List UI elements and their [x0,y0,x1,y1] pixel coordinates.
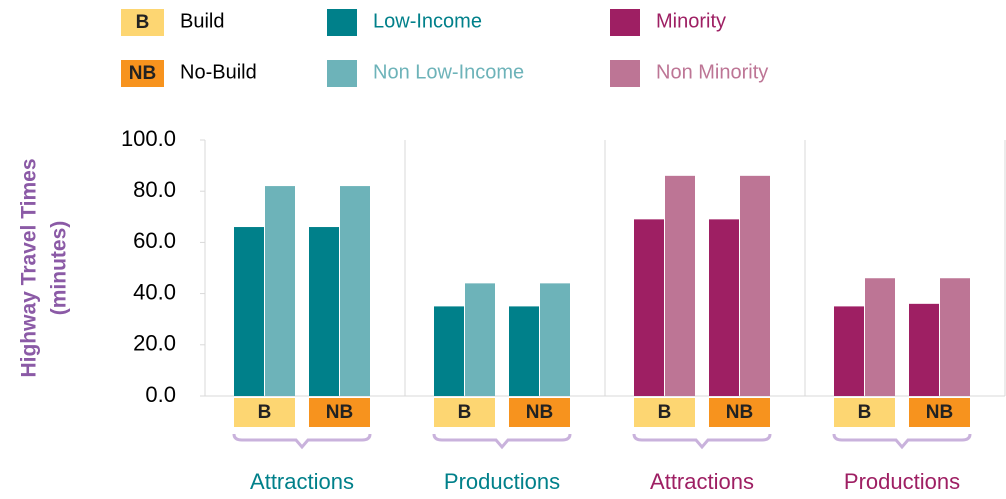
legend-swatch [327,60,357,87]
legend-label: Non Minority [656,61,768,83]
y-axis-label: Highway Travel Times [18,158,41,377]
y-tick-label: 80.0 [133,177,176,202]
legend-badge [121,60,164,87]
scenario-badge [309,398,370,427]
bar [865,278,895,396]
bar [940,278,970,396]
y-tick-label: 20.0 [133,331,176,356]
bar [909,303,939,396]
x-tick-label: NB [926,402,953,423]
legend-label: Minority [656,10,726,32]
legend-swatch [327,9,357,36]
scenario-badge [234,398,295,427]
bar [465,283,495,396]
x-tick-label: NB [326,402,353,423]
legend-badge-code: B [136,12,150,33]
scenario-badge [509,398,570,427]
x-tick-label: B [458,402,472,423]
legend-swatch [610,9,640,36]
y-tick-label: 0.0 [145,382,176,407]
legend-label: No-Build [180,61,257,83]
y-axis-label: (minutes) [48,221,71,316]
scenario-badge [909,398,970,427]
group-bracket [832,433,972,450]
legend-badge [121,9,164,36]
x-tick-label: B [658,402,672,423]
x-tick-label: B [258,402,272,423]
bar [834,306,864,396]
group-label: Attractions [650,469,754,494]
y-tick-label: 40.0 [133,279,176,304]
bar [665,175,695,396]
scenario-badge [634,398,695,427]
bar [234,227,264,396]
y-tick-label: 100.0 [121,126,176,151]
bar [509,306,539,396]
legend-label: Low-Income [373,10,482,32]
x-tick-label: B [858,402,872,423]
x-tick-label: NB [726,402,753,423]
bar [740,175,770,396]
bar [309,227,339,396]
legend-swatch [610,60,640,87]
legend-label: Build [180,10,224,32]
scenario-badge [834,398,895,427]
group-label: Productions [844,469,960,494]
bar [540,283,570,396]
bar [634,219,664,396]
group-bracket [432,433,572,450]
bar [709,219,739,396]
x-tick-label: NB [526,402,553,423]
group-bracket [232,433,372,450]
group-label: Attractions [250,469,354,494]
bar [340,186,370,396]
scenario-badge [709,398,770,427]
group-label: Productions [444,469,560,494]
bar [434,306,464,396]
bar [265,186,295,396]
y-tick-label: 60.0 [133,228,176,253]
legend-label: Non Low-Income [373,61,524,83]
scenario-badge [434,398,495,427]
legend-badge-code: NB [129,63,156,84]
group-bracket [632,433,772,450]
